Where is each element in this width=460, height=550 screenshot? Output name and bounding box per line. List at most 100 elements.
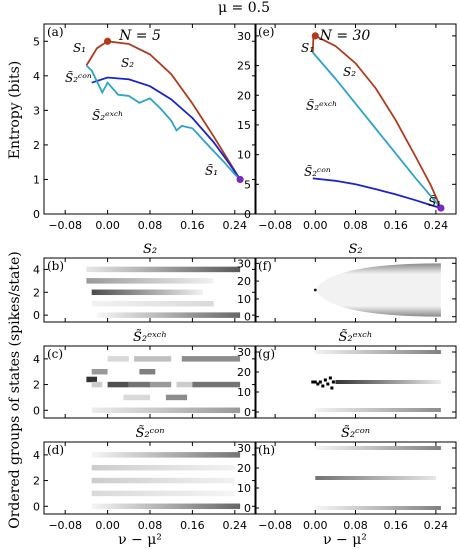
xtick-label-h: 0.16 [383,519,408,532]
label-a-s2exch: S̃₂ᵉˣᶜʰ [92,108,123,123]
xtick-label-a: 0.24 [223,219,248,232]
band-c-12 [165,394,188,401]
panel-label-g: (g) [258,347,275,361]
heatmap-title-b: S₂ [143,242,157,257]
xtick-label-e: −0.08 [258,219,292,232]
label-e-s2con: S̃₂ᶜᵒⁿ [304,164,331,179]
ytick-label-b: 0 [33,309,40,322]
band-c-7 [107,381,129,388]
ytick-label-f: 30 [237,257,251,270]
label-a-s1tilde: S̃₁ [205,163,218,178]
heatmap-title-c: S̃₂ᵉˣᶜʰ [133,329,167,345]
dot-g-4 [321,384,325,388]
ylabel-groups: Ordered groups of states (spikes/state) [7,251,23,529]
heatmap-title-d: S̃₂ᶜᵒⁿ [136,425,165,441]
band-c-6 [91,381,103,388]
heatmap-title-h: S̃₂ᶜᵒⁿ [341,425,370,441]
cone-density [315,263,441,317]
figure-title: μ = 0.5 [218,0,270,16]
xtick-label-a: 0.16 [180,219,205,232]
ytick-label-g: 10 [237,386,251,399]
panel-label-a: (a) [47,25,64,39]
ytick-label-a: 2 [33,139,40,152]
band-c-5 [86,376,97,383]
band-c-9 [150,381,172,388]
heatmap-title-f: S₂ [348,242,362,257]
xtick-label-d: 0.24 [223,519,248,532]
label-e-s2: S₂ [343,65,356,79]
ytick-label-h: 0 [244,502,251,515]
ytick-label-g: 20 [237,366,251,379]
label-e-s1: S₁ [301,41,314,55]
panel-f-heatmap-s2-n30: 0 10 20 30 (f) S₂ [237,242,457,324]
xtick-label-e: 0.16 [383,219,408,232]
xtick-label-d: 0.00 [95,519,120,532]
dot-g-6 [326,382,330,386]
ytick-label-e: 30 [237,30,251,43]
band-b-3 [91,300,214,307]
series-line-a-2 [85,64,241,181]
endpoint-a-1 [236,175,244,184]
panel-label-e: (e) [258,25,274,39]
band-h-2 [315,506,441,510]
xtick-label-e: 0.24 [424,219,449,232]
heatmap-title-g: S̃₂ᵉˣᶜʰ [339,329,373,345]
series-line-e-1 [312,51,442,209]
band-g-2 [315,408,441,412]
band-d-4 [91,503,241,510]
ytick-label-h: 30 [237,442,251,455]
ytick-label-f: 0 [244,311,251,324]
ytick-label-d: 4 [33,449,40,462]
band-c-11 [192,381,241,388]
xtick-label-d: 0.16 [180,519,205,532]
panel-b-heatmap-s2-n5: 0 2 4 (b) S₂ [33,242,257,323]
ytick-label-e: 25 [237,60,251,73]
xtick-label-a: −0.08 [48,219,82,232]
label-e-s1tilde: S̃₁ [428,194,441,209]
band-b-2 [91,289,203,296]
panel-a-entropy-n5: 0 1 2 3 4 5 −0.08 0.00 0.08 0.16 0.24 (a) S₁ S₂ S̃₂ᶜᵒⁿ… [33,23,257,232]
panel-g-heatmap-s2exch-n30: 0 10 20 30 (g) S̃₂ᵉˣᶜʰ [237,329,457,419]
ytick-label-e: 15 [237,119,251,132]
panel-e-entropy-n30: 0 5 10 15 20 25 30 −0.08 0.00 0.08 0.16 0.24 (e) S₁ S₂… [237,23,457,232]
ytick-label-f: 20 [237,275,251,288]
xtick-label-a: 0.00 [95,219,120,232]
band-d-1 [91,464,235,471]
dot-g-5 [323,378,327,382]
dot-g-7 [328,376,332,380]
band-c-3 [91,368,108,375]
ytick-label-e: 5 [244,178,251,191]
band-c-10 [176,381,193,388]
band-d-0 [91,452,241,458]
ytick-label-c: 4 [33,353,40,366]
xtick-label-h: 0.00 [303,519,328,532]
band-c-13 [123,394,150,401]
panel-label-b: (b) [47,259,64,273]
band-b-4 [97,312,241,318]
ytick-label-h: 20 [237,462,251,475]
ytick-label-a: 1 [33,173,40,186]
band-c-14 [91,407,241,414]
band-c-8 [128,381,150,388]
band-c-4 [139,368,156,375]
label-a-s2con: S̃₂ᶜᵒⁿ [65,70,92,85]
ytick-label-e: 20 [237,89,251,102]
panel-label-f: (f) [258,259,272,273]
ytick-label-h: 10 [237,482,251,495]
ytick-label-b: 2 [33,286,40,299]
dot-g-1 [313,380,317,384]
label-e-s2exch: S̃₂ᵉˣᶜʰ [306,98,337,113]
band-g-1 [335,380,441,384]
dot-g-8 [330,386,334,390]
panel-d-heatmap-s2con-n5: 0 2 4 −0.08 0.00 0.08 0.16 0.24 (d) S̃₂ᶜᵒⁿ [33,425,257,532]
ytick-label-a: 4 [33,70,40,83]
xtick-label-e: 0.08 [343,219,368,232]
dot-g-0 [311,380,315,384]
ytick-label-g: 0 [244,406,251,419]
band-c-0 [107,356,129,362]
ytick-label-f: 10 [237,293,251,306]
xtick-label-a: 0.08 [138,219,163,232]
series-line-e-2 [312,177,442,209]
band-g-0 [315,350,441,354]
